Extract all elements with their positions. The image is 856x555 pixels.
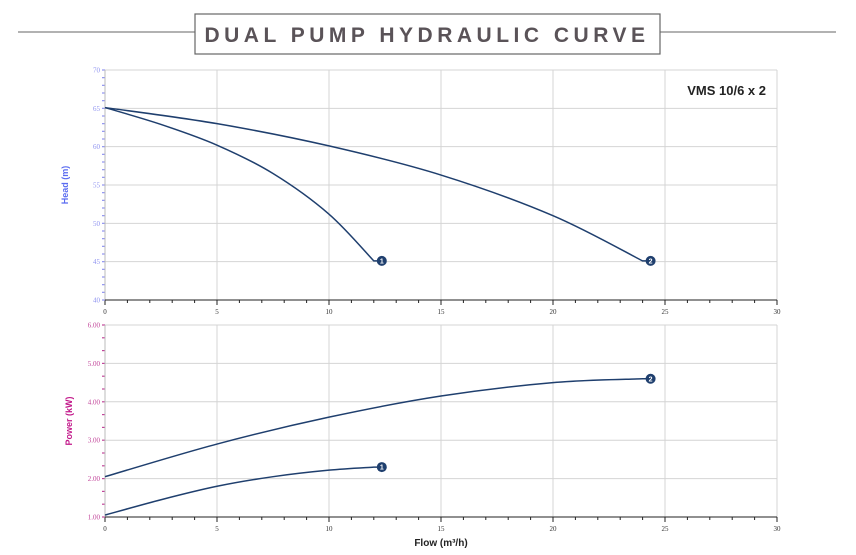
- series-marker-label: 2: [649, 376, 653, 383]
- x-tick-label: 25: [662, 525, 670, 533]
- x-tick-label: 5: [215, 525, 219, 533]
- series-marker-1: [376, 462, 387, 473]
- series-marker-2: [645, 373, 656, 384]
- series-line-2: [104, 378, 647, 478]
- series-marker-label: 1: [380, 465, 384, 472]
- x-tick-label: 15: [438, 525, 446, 533]
- x-tick-label: 10: [326, 525, 334, 533]
- y-tick-label: 45: [93, 258, 101, 266]
- y-tick-label: 65: [93, 105, 101, 113]
- y-tick-label: 55: [93, 182, 101, 190]
- y-tick-label: 50: [93, 220, 101, 228]
- y-axis-label: Head (m): [60, 166, 70, 205]
- y-tick-label: 60: [93, 143, 101, 151]
- legend-text: VMS 10/6 x 2: [687, 83, 766, 98]
- y-axis-label: Power (kW): [64, 396, 74, 445]
- series-marker-label: 1: [380, 258, 384, 265]
- series-line-1: [104, 466, 378, 516]
- y-tick-label: 4.00: [88, 398, 101, 406]
- y-tick-label: 70: [93, 67, 101, 75]
- y-tick-label: 6.00: [88, 322, 101, 330]
- chart-title: DUAL PUMP HYDRAULIC CURVE: [204, 24, 649, 47]
- x-tick-label: 20: [550, 525, 558, 533]
- x-tick-label: 10: [326, 308, 334, 316]
- x-tick-label: 25: [662, 308, 670, 316]
- y-tick-label: 40: [93, 297, 101, 305]
- y-tick-label: 1.00: [88, 514, 101, 522]
- series-marker-2: [645, 255, 656, 266]
- head-panel: 0 5 10 15 20 25 30 40 45 50 55 60 65 70 Head (m) 1 2: [60, 67, 781, 317]
- series-line-2: [104, 106, 647, 262]
- series-marker-1: [376, 255, 387, 266]
- x-tick-label: 0: [103, 308, 107, 316]
- y-tick-label: 5.00: [88, 360, 101, 368]
- title-box: [194, 13, 661, 55]
- x-tick-label: 0: [103, 525, 107, 533]
- x-tick-label: 20: [550, 308, 558, 316]
- x-tick-label: 5: [215, 308, 219, 316]
- series-marker-label: 2: [649, 258, 653, 265]
- series-line-1: [104, 106, 378, 262]
- y-tick-label: 2.00: [88, 475, 101, 483]
- x-tick-label: 15: [438, 308, 446, 316]
- x-tick-label: 30: [774, 308, 782, 316]
- x-axis-label: Flow (m³/h): [414, 538, 467, 549]
- y-tick-label: 3.00: [88, 437, 101, 445]
- x-tick-label: 30: [774, 525, 782, 533]
- power-panel: 0 5 10 15 20 25 30 1.00 2.00 3.00 4.00 5.00 6.00 Powe…: [64, 322, 781, 534]
